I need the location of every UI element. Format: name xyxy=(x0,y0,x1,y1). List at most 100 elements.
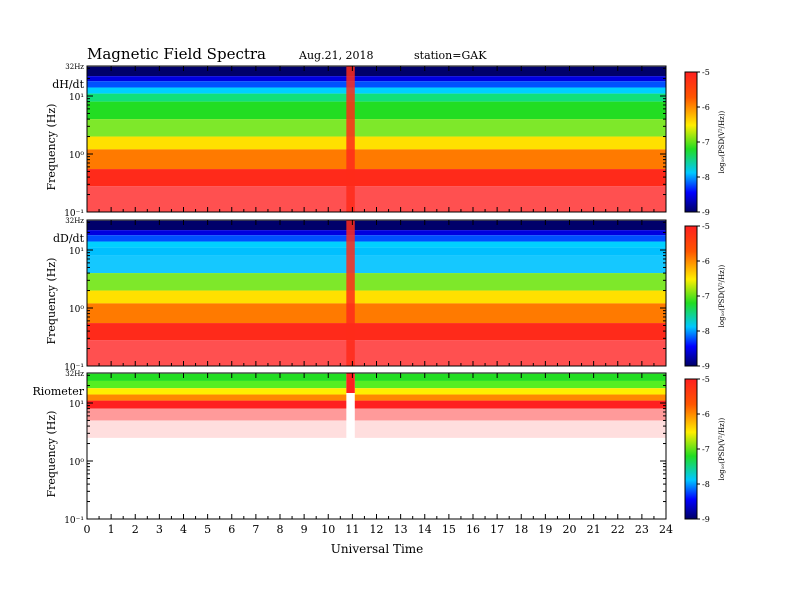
spectrogram-band xyxy=(87,408,666,421)
spectrogram-panel: 10¹ 10⁰ 10⁻¹ 32Hz dD/dt Frequency (Hz) -5 -6 -7 -… xyxy=(45,217,726,373)
spectrogram-band xyxy=(87,273,666,291)
colorbar-tick-label: -9 xyxy=(702,515,710,524)
colorbar-tick-label: -7 xyxy=(702,445,710,454)
y-tick-label: 10⁰ xyxy=(69,305,84,315)
colorbar-tick-label: -6 xyxy=(702,410,710,419)
x-tick-label: 17 xyxy=(490,523,504,536)
colorbar-label: log₁₀(PSD(V²/Hz)) xyxy=(718,110,726,173)
date-label: Aug.21, 2018 xyxy=(298,49,374,62)
spectrogram-band xyxy=(87,101,666,120)
x-tick-label: 0 xyxy=(84,523,91,536)
colorbar-tick-label: -8 xyxy=(702,173,710,182)
colorbar-tick-label: -9 xyxy=(702,208,710,217)
colorbar-label: log₁₀(PSD(V²/Hz)) xyxy=(718,417,726,480)
figure-title: Magnetic Field Spectra xyxy=(87,45,266,63)
colorbar-tick-label: -8 xyxy=(702,327,710,336)
colorbar-tick-label: -9 xyxy=(702,362,710,371)
spectrogram-band xyxy=(87,93,666,102)
spectrogram-band xyxy=(87,388,666,395)
spectrogram-band xyxy=(87,220,666,231)
x-tick-label: 7 xyxy=(252,523,259,536)
y-tick-label: 10⁻¹ xyxy=(64,516,84,526)
x-tick-label: 14 xyxy=(418,523,432,536)
spectrogram-band xyxy=(87,420,666,438)
x-tick-label: 2 xyxy=(132,523,139,536)
y-top-label: 32Hz xyxy=(65,370,84,378)
spectrogram-band xyxy=(87,235,666,242)
spectrogram-band xyxy=(87,149,666,170)
colorbar-tick-label: -5 xyxy=(702,375,710,384)
x-tick-label: 18 xyxy=(514,523,528,536)
colorbar xyxy=(684,225,698,367)
x-axis-label: Universal Time xyxy=(331,542,424,556)
spectrogram-band xyxy=(87,230,666,236)
station-label: station=GAK xyxy=(414,49,487,62)
data-gap-top xyxy=(346,373,355,393)
colorbar-tick-label: -6 xyxy=(702,103,710,112)
x-tick-label: 16 xyxy=(466,523,480,536)
spectrogram-band xyxy=(87,303,666,324)
y-tick-label: 10⁻¹ xyxy=(64,363,84,373)
colorbar-tick-label: -6 xyxy=(702,257,710,266)
x-tick-label: 8 xyxy=(277,523,284,536)
x-tick-label: 15 xyxy=(442,523,456,536)
spectrogram-band xyxy=(87,66,666,77)
spectrogram-band xyxy=(87,400,666,409)
panel-label: dH/dt xyxy=(52,78,84,91)
spectrogram-band xyxy=(87,119,666,137)
spectrogram-band xyxy=(87,290,666,304)
x-tick-label: 22 xyxy=(611,523,625,536)
panel-label: Riometer xyxy=(32,385,84,398)
spectrogram-band xyxy=(87,323,666,341)
x-tick-label: 13 xyxy=(394,523,408,536)
spectrogram-band xyxy=(87,87,666,94)
spectrogram-band xyxy=(87,76,666,82)
x-tick-label: 11 xyxy=(345,523,359,536)
colorbar-tick-label: -5 xyxy=(702,222,710,231)
spectrogram-band xyxy=(87,380,666,389)
spectrogram-band xyxy=(87,255,666,274)
y-tick-label: 10¹ xyxy=(69,247,84,257)
x-tick-label: 21 xyxy=(587,523,601,536)
spectrogram-band xyxy=(87,136,666,150)
x-tick-label: 24 xyxy=(659,523,673,536)
colorbar-tick-label: -5 xyxy=(702,68,710,77)
y-axis-title: Frequency (Hz) xyxy=(45,411,58,498)
spectrogram-band xyxy=(87,437,666,519)
colorbar-tick-label: -8 xyxy=(702,480,710,489)
data-gap-band xyxy=(346,220,355,366)
colorbar xyxy=(684,71,698,213)
y-tick-label: 10¹ xyxy=(69,400,84,410)
y-tick-label: 10¹ xyxy=(69,93,84,103)
colorbar-tick-label: -7 xyxy=(702,292,710,301)
data-gap-band xyxy=(346,373,355,519)
spectrogram-band xyxy=(87,241,666,248)
x-tick-label: 4 xyxy=(180,523,187,536)
spectrogram-panel: 10¹ 10⁰ 10⁻¹ 32Hz dH/dt Frequency (Hz) -5 -6 -7 -… xyxy=(45,63,726,219)
spectrogram-band xyxy=(87,169,666,187)
x-tick-label: 12 xyxy=(370,523,384,536)
spectrogram-band xyxy=(87,394,666,401)
spectrogram-band xyxy=(87,247,666,256)
data-gap-band xyxy=(346,66,355,212)
y-top-label: 32Hz xyxy=(65,217,84,225)
y-tick-label: 10⁰ xyxy=(69,151,84,161)
colorbar-label: log₁₀(PSD(V²/Hz)) xyxy=(718,264,726,327)
x-tick-label: 3 xyxy=(156,523,163,536)
panel-label: dD/dt xyxy=(53,232,85,245)
x-tick-label: 19 xyxy=(538,523,552,536)
x-tick-label: 1 xyxy=(108,523,115,536)
x-tick-label: 20 xyxy=(563,523,577,536)
y-tick-label: 10⁰ xyxy=(69,458,84,468)
x-tick-label: 6 xyxy=(228,523,235,536)
x-tick-label: 10 xyxy=(321,523,335,536)
y-axis-title: Frequency (Hz) xyxy=(45,104,58,191)
spectrogram-band xyxy=(87,81,666,88)
colorbar-tick-label: -7 xyxy=(702,138,710,147)
y-tick-label: 10⁻¹ xyxy=(64,209,84,219)
y-top-label: 32Hz xyxy=(65,63,84,71)
